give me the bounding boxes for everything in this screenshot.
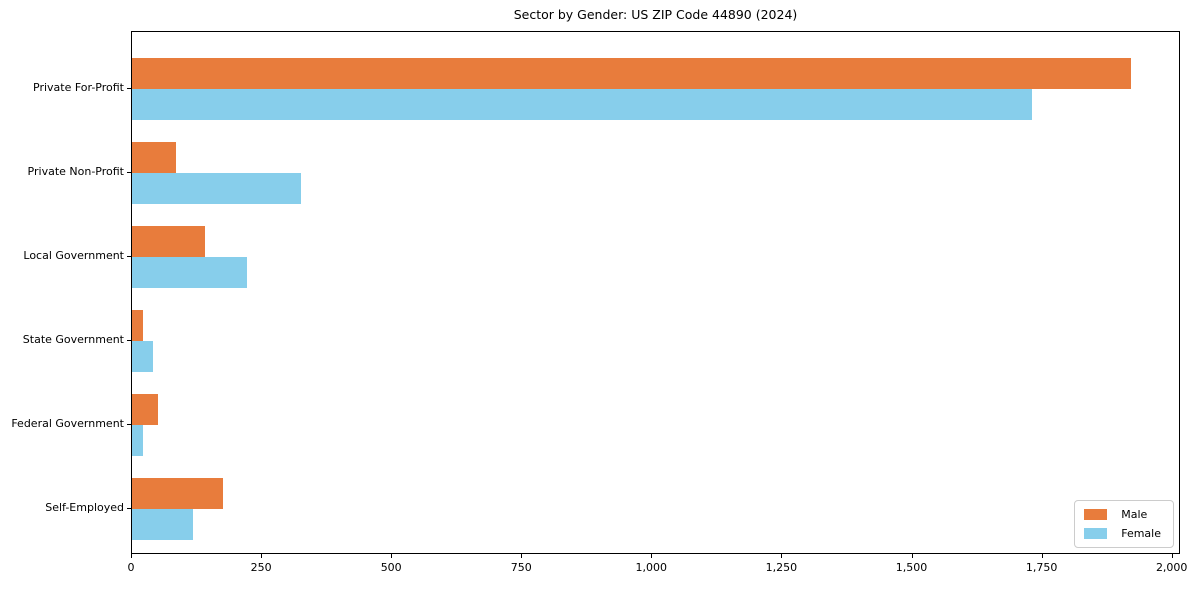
plot-area: Male Female	[131, 31, 1180, 554]
y-tick-mark	[127, 340, 131, 341]
x-tick-label: 2,000	[1155, 561, 1188, 574]
x-tick-mark	[781, 554, 783, 558]
y-tick-mark	[127, 256, 131, 257]
y-tick-label: State Government	[22, 333, 124, 346]
x-tick-label: 750	[510, 561, 532, 574]
x-tick-mark	[261, 554, 263, 558]
bar-female-3	[132, 341, 153, 372]
x-tick-label: 250	[250, 561, 272, 574]
legend-row-female: Female	[1084, 527, 1161, 540]
y-tick-mark	[127, 508, 131, 509]
y-tick-label: Private For-Profit	[33, 81, 124, 94]
y-tick-label: Federal Government	[11, 417, 124, 430]
y-tick-label: Private Non-Profit	[27, 165, 124, 178]
bar-male-5	[132, 478, 224, 509]
bar-male-0	[132, 58, 1131, 89]
legend-swatch-female	[1084, 528, 1108, 539]
bar-male-1	[132, 142, 177, 173]
y-tick-mark	[127, 88, 131, 89]
x-tick-label: 500	[380, 561, 402, 574]
y-tick-label: Self-Employed	[45, 501, 124, 514]
x-tick-label: 1,250	[765, 561, 798, 574]
bar-male-3	[132, 310, 144, 341]
bar-female-4	[132, 425, 144, 456]
x-tick-label: 1,500	[895, 561, 928, 574]
legend-swatch-male	[1084, 509, 1108, 520]
legend-row-male: Male	[1084, 508, 1161, 521]
x-tick-label: 0	[127, 561, 135, 574]
y-tick-mark	[127, 424, 131, 425]
bar-female-1	[132, 173, 302, 204]
x-tick-mark	[1171, 554, 1173, 558]
bar-male-4	[132, 394, 158, 425]
legend-label-male: Male	[1121, 508, 1148, 521]
bar-female-2	[132, 257, 247, 288]
y-tick-mark	[127, 172, 131, 173]
x-tick-mark	[911, 554, 913, 558]
bar-male-2	[132, 226, 205, 257]
x-tick-mark	[391, 554, 393, 558]
chart-title: Sector by Gender: US ZIP Code 44890 (202…	[513, 7, 798, 22]
x-tick-label: 1,000	[635, 561, 668, 574]
x-tick-mark	[131, 554, 132, 558]
legend-label-female: Female	[1121, 527, 1161, 540]
x-tick-mark	[1041, 554, 1043, 558]
x-tick-mark	[521, 554, 523, 558]
bar-female-5	[132, 509, 193, 540]
x-tick-label: 1,750	[1025, 561, 1058, 574]
y-tick-label: Local Government	[23, 249, 124, 262]
legend: Male Female	[1074, 500, 1174, 548]
bar-female-0	[132, 89, 1033, 120]
x-tick-mark	[651, 554, 653, 558]
